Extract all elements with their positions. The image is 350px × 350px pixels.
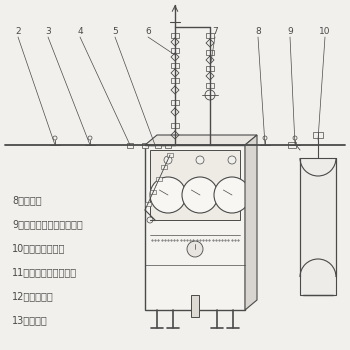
Bar <box>167 153 173 157</box>
Bar <box>156 177 162 181</box>
Bar <box>171 48 179 53</box>
Text: 4: 4 <box>77 28 83 36</box>
Bar <box>171 123 179 128</box>
Circle shape <box>263 136 267 140</box>
Text: 12、回形导管: 12、回形导管 <box>12 291 54 301</box>
Text: 9、感应式电接点、压力表: 9、感应式电接点、压力表 <box>12 219 83 229</box>
Text: 9: 9 <box>287 28 293 36</box>
Bar <box>155 143 161 148</box>
Bar <box>191 295 199 317</box>
Text: 3: 3 <box>45 28 51 36</box>
Text: 11、报警压力设定旋钮: 11、报警压力设定旋钮 <box>12 267 77 277</box>
Bar <box>165 143 171 148</box>
Bar <box>142 143 148 148</box>
Bar <box>150 150 240 220</box>
Circle shape <box>147 217 153 223</box>
Circle shape <box>214 177 250 213</box>
Text: 6: 6 <box>145 28 151 36</box>
Circle shape <box>182 177 218 213</box>
Circle shape <box>293 136 297 140</box>
Circle shape <box>164 156 172 164</box>
Circle shape <box>196 156 204 164</box>
Bar <box>206 50 214 55</box>
Bar <box>127 143 133 148</box>
Bar <box>171 78 179 83</box>
Bar <box>313 132 323 138</box>
Text: 8、指示灯: 8、指示灯 <box>12 195 42 205</box>
Text: 8: 8 <box>255 28 261 36</box>
Circle shape <box>88 136 92 140</box>
Polygon shape <box>145 135 257 145</box>
Bar <box>161 165 167 169</box>
Bar <box>145 202 151 206</box>
Bar <box>171 33 179 38</box>
Circle shape <box>53 136 57 140</box>
Bar <box>150 190 156 194</box>
Text: 13、氧气瓶: 13、氧气瓶 <box>12 315 48 325</box>
Circle shape <box>187 241 203 257</box>
Circle shape <box>205 90 215 100</box>
Circle shape <box>150 177 186 213</box>
Bar <box>300 158 336 295</box>
Circle shape <box>228 156 236 164</box>
Text: 10、自动切换装置: 10、自动切换装置 <box>12 243 65 253</box>
Text: 5: 5 <box>112 28 118 36</box>
Bar <box>171 63 179 68</box>
Text: 2: 2 <box>15 28 21 36</box>
Text: 7: 7 <box>212 28 218 36</box>
Polygon shape <box>245 135 257 310</box>
Text: 10: 10 <box>319 28 331 36</box>
Bar <box>206 83 214 88</box>
Bar <box>206 33 214 38</box>
Bar <box>145 145 245 310</box>
Bar <box>171 100 179 105</box>
Bar <box>288 142 296 148</box>
Bar <box>206 66 214 71</box>
